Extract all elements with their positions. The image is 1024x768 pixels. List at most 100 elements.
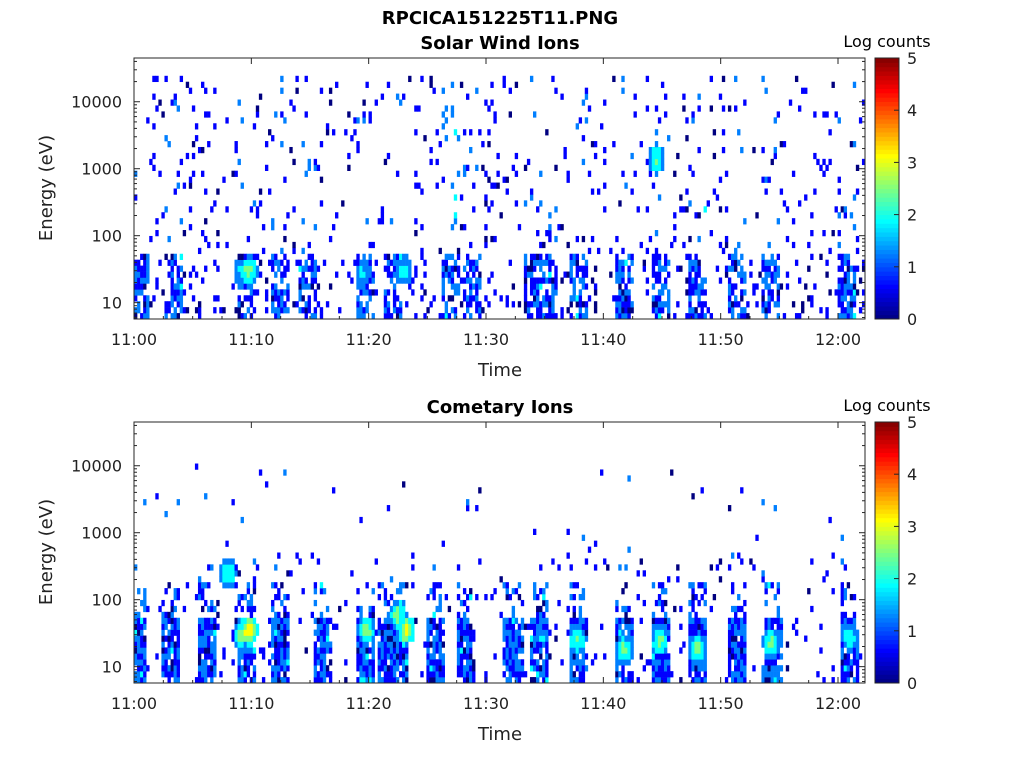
heatmap-cell (368, 605, 372, 613)
heatmap-cell (286, 265, 290, 272)
heatmap-cell (852, 635, 857, 642)
heatmap-cell (517, 629, 522, 636)
heatmap-cell (246, 647, 251, 654)
heatmap-cell (667, 271, 671, 278)
heatmap-cell (365, 677, 369, 684)
heatmap-cell (776, 271, 781, 278)
colorbar-segment (875, 487, 899, 493)
heatmap-cell (627, 307, 631, 314)
heatmap-cell (514, 647, 519, 654)
heatmap-cell (389, 665, 394, 672)
heatmap-cell (386, 629, 391, 636)
heatmap-cell (450, 265, 455, 272)
heatmap-cell (408, 629, 412, 636)
colorbar-tick-label: 0 (907, 674, 917, 693)
heatmap-cell (429, 158, 433, 166)
heatmap-cell (246, 617, 251, 624)
heatmap-cell (234, 141, 238, 148)
heatmap-cell (435, 158, 439, 166)
heatmap-cell (432, 611, 436, 619)
heatmap-cell (575, 665, 579, 672)
heatmap-cell (627, 671, 631, 678)
heatmap-cell (615, 659, 619, 666)
heatmap-cell (246, 599, 251, 607)
heatmap-cell (727, 301, 732, 308)
heatmap-cell (328, 659, 333, 666)
heatmap-cell (688, 289, 692, 296)
heatmap-cell (697, 212, 701, 219)
heatmap-cell (429, 75, 433, 83)
heatmap-cell (529, 253, 534, 260)
heatmap-cell (825, 313, 829, 320)
heatmap-cell (764, 265, 768, 272)
heatmap-cell (727, 265, 732, 272)
heatmap-cell (207, 111, 211, 118)
heatmap-cell (618, 200, 622, 207)
heatmap-cell (322, 635, 327, 642)
heatmap-cell (252, 200, 257, 207)
heatmap-cell (137, 283, 141, 290)
heatmap-cell (316, 653, 321, 660)
heatmap-cell (191, 295, 196, 302)
heatmap-cell (566, 241, 570, 249)
heatmap-cell (274, 653, 278, 660)
heatmap-cell (770, 617, 774, 624)
heatmap-cell (383, 671, 388, 678)
heatmap-cell (593, 289, 598, 296)
heatmap-cell (529, 617, 534, 624)
heatmap-cell (533, 295, 537, 302)
heatmap-cell (548, 224, 552, 231)
heatmap-cell (761, 499, 765, 506)
heatmap-cell (694, 647, 698, 654)
heatmap-cell (435, 677, 439, 684)
heatmap-cell (554, 289, 558, 296)
heatmap-cell (429, 641, 433, 648)
heatmap-cell (761, 289, 765, 296)
heatmap-cell (243, 653, 247, 660)
heatmap-cell (691, 605, 695, 613)
heatmap-cell (529, 283, 534, 290)
heatmap-cell (469, 665, 473, 672)
heatmap-cell (505, 588, 509, 595)
heatmap-cell (505, 188, 509, 195)
colorbar-segment (875, 426, 899, 432)
heatmap-cell (584, 558, 589, 565)
heatmap-cell (319, 611, 324, 619)
heatmap-cell (776, 617, 781, 624)
heatmap-cell (219, 564, 223, 571)
heatmap-cell (423, 289, 427, 296)
heatmap-cell (688, 623, 692, 630)
heatmap-cell (651, 623, 656, 630)
heatmap-cell (657, 582, 662, 589)
heatmap-cell (581, 253, 586, 260)
heatmap-cell (304, 283, 308, 290)
heatmap-cell (359, 313, 363, 320)
heatmap-cell (615, 605, 619, 613)
heatmap-cell (246, 265, 251, 272)
heatmap-cell (581, 641, 586, 648)
heatmap-cell (197, 313, 202, 320)
colorbar-segment (875, 266, 899, 272)
heatmap-cell (137, 647, 141, 654)
heatmap-cell (356, 313, 360, 320)
heatmap-cell (374, 629, 378, 636)
heatmap-cell (365, 277, 369, 284)
heatmap-cell (730, 629, 735, 636)
heatmap-cell (383, 623, 388, 630)
colorbar-segment (875, 218, 899, 224)
heatmap-cell (261, 224, 266, 231)
heatmap-cell (539, 307, 543, 314)
heatmap-cell (286, 665, 290, 672)
heatmap-cell (837, 117, 841, 124)
heatmap-cell (140, 677, 144, 684)
heatmap-cell (654, 146, 659, 154)
heatmap-cell (441, 87, 445, 94)
heatmap-cell (651, 283, 656, 290)
heatmap-cell (176, 594, 180, 601)
heatmap-cell (770, 623, 774, 630)
heatmap-cell (176, 313, 180, 320)
heatmap-cell (325, 623, 330, 630)
heatmap-cell (438, 623, 442, 630)
heatmap-cell (395, 605, 400, 613)
